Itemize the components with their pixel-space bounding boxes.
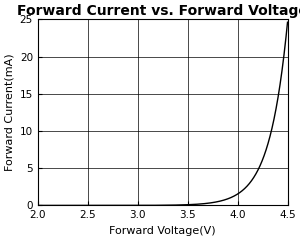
X-axis label: Forward Voltage(V): Forward Voltage(V): [110, 226, 216, 236]
Title: Forward Current vs. Forward Voltage: Forward Current vs. Forward Voltage: [17, 4, 300, 18]
Y-axis label: Forward Current(mA): Forward Current(mA): [4, 54, 14, 171]
